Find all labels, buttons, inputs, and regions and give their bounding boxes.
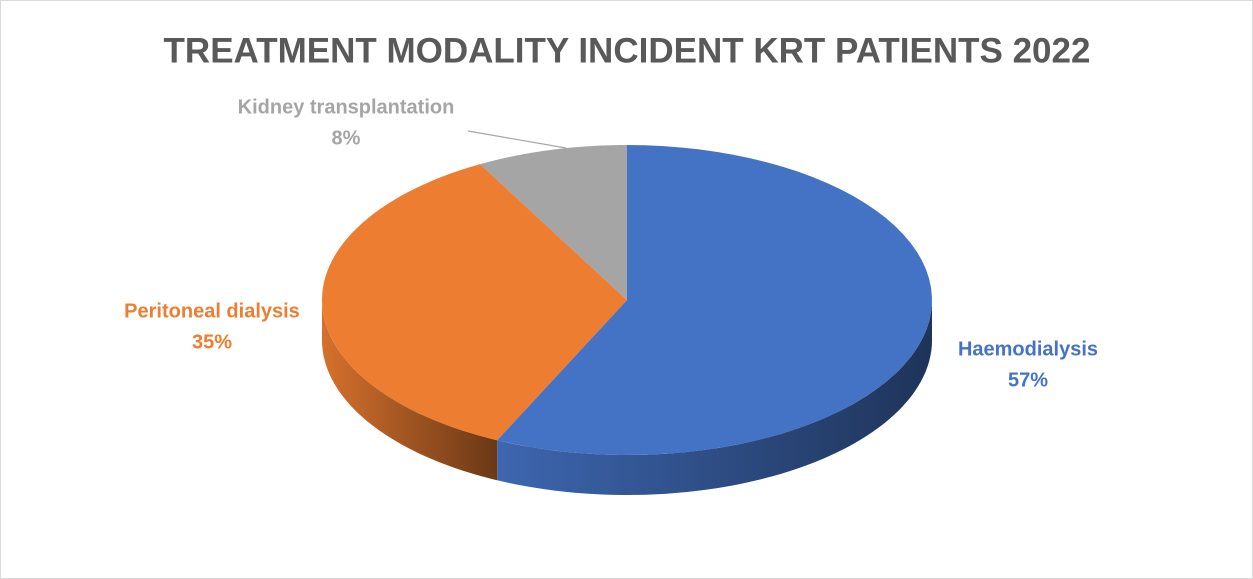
slice-side-shade — [497, 300, 932, 495]
data-label-value: 8% — [332, 127, 361, 149]
leader-line — [467, 130, 567, 149]
data-label-name: Haemodialysis — [958, 338, 1098, 360]
slice — [480, 145, 627, 300]
slice — [322, 164, 627, 441]
data-label-name: Kidney transplantation — [238, 96, 455, 118]
chart-title: TREATMENT MODALITY INCIDENT KRT PATIENTS… — [164, 31, 1091, 70]
data-label-name: Peritoneal dialysis — [124, 300, 300, 322]
data-label-value: 57% — [1008, 369, 1048, 391]
slice — [497, 145, 932, 455]
slice-side-shade — [322, 300, 498, 481]
data-label-value: 35% — [192, 331, 232, 353]
